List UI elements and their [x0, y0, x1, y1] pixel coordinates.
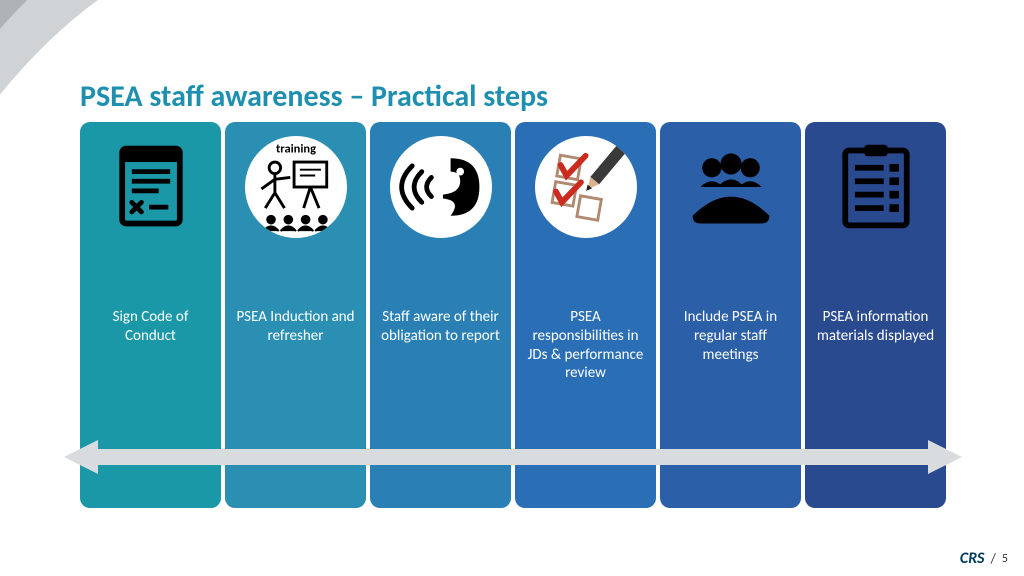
swoosh-outer: [0, 0, 240, 140]
document-x-icon: [100, 136, 202, 238]
cards-row: Sign Code of Conduct training PSEA Inducti…: [80, 122, 946, 508]
card-label: PSEA information materials displayed: [805, 308, 946, 346]
slide-title: PSEA staff awareness – Practical steps: [80, 78, 548, 115]
footer-separator: /: [990, 550, 995, 567]
card-label: PSEA Induction and refresher: [225, 308, 366, 346]
card-6: PSEA information materials displayed: [805, 122, 946, 508]
footer-page-number: 5: [1002, 552, 1008, 566]
svg-text:training: training: [275, 141, 315, 156]
slide: PSEA staff awareness – Practical steps S…: [0, 0, 1024, 576]
card-1: Sign Code of Conduct: [80, 122, 221, 508]
clipboard-list-icon: [825, 136, 927, 238]
checklist-pencil-icon: [535, 136, 637, 238]
corner-swoosh: [0, 0, 240, 140]
card-label: Include PSEA in regular staff meetings: [660, 308, 801, 364]
card-4: PSEA responsibilities in JDs & performan…: [515, 122, 656, 508]
card-label: Staff aware of their obligation to repor…: [370, 308, 511, 346]
card-label: PSEA responsibilities in JDs & performan…: [515, 308, 656, 383]
footer: CRS / 5: [960, 549, 1008, 568]
footer-logo: CRS: [960, 549, 985, 568]
speaking-icon: [390, 136, 492, 238]
training-icon: training: [245, 136, 347, 238]
card-3: Staff aware of their obligation to repor…: [370, 122, 511, 508]
card-2: training PSEA Induction and refresher: [225, 122, 366, 508]
card-label: Sign Code of Conduct: [80, 308, 221, 346]
card-5: Include PSEA in regular staff meetings: [660, 122, 801, 508]
meeting-icon: [680, 136, 782, 238]
